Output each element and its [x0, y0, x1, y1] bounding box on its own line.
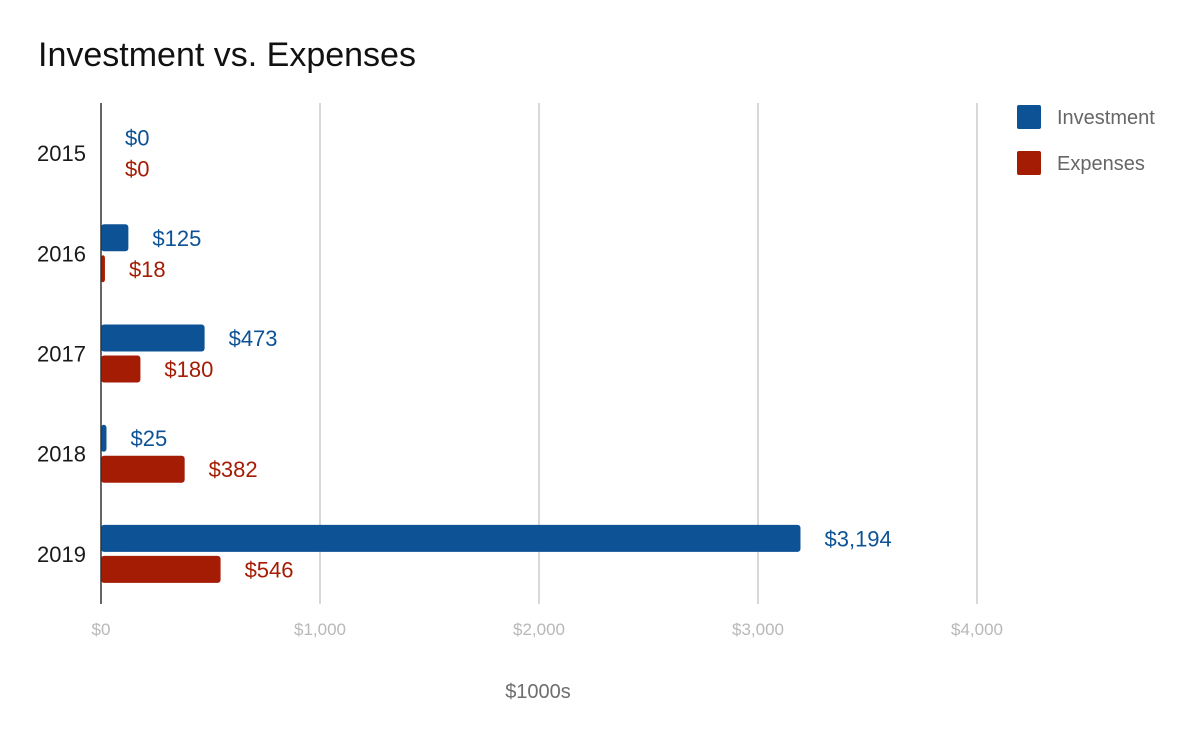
- data-label-expenses: $18: [129, 257, 166, 282]
- data-label-investment: $125: [152, 226, 201, 251]
- data-label-expenses: $180: [164, 357, 213, 382]
- bar-expenses: [101, 355, 141, 383]
- legend-label-investment: Investment: [1057, 107, 1155, 129]
- bar-investment: [101, 424, 107, 452]
- legend-swatch-expenses: [1017, 151, 1041, 175]
- category-label: 2018: [37, 442, 86, 467]
- x-tick-label: $2,000: [513, 620, 565, 639]
- data-label-expenses: $0: [125, 157, 149, 182]
- data-label-investment: $0: [125, 126, 149, 151]
- bar-expenses: [101, 455, 185, 483]
- x-tick-label: $3,000: [732, 620, 784, 639]
- data-label-expenses: $546: [245, 557, 294, 582]
- bar-investment: [101, 324, 205, 352]
- data-label-expenses: $382: [209, 457, 258, 482]
- legend-swatch-investment: [1017, 105, 1041, 129]
- category-label: 2019: [37, 542, 86, 567]
- x-tick-label: $4,000: [951, 620, 1003, 639]
- category-label: 2017: [37, 342, 86, 367]
- data-label-investment: $3,194: [824, 526, 891, 551]
- chart-title: Investment vs. Expenses: [38, 36, 416, 74]
- category-label: 2015: [37, 141, 86, 166]
- legend-label-expenses: Expenses: [1057, 153, 1145, 175]
- category-label: 2016: [37, 241, 86, 266]
- bar-investment: [101, 524, 801, 552]
- data-label-investment: $25: [130, 426, 167, 451]
- x-tick-label: $0: [92, 620, 111, 639]
- x-tick-label: $1,000: [294, 620, 346, 639]
- bar-investment: [101, 224, 129, 252]
- data-label-investment: $473: [229, 326, 278, 351]
- bar-expenses: [101, 555, 221, 583]
- bar-expenses: [101, 255, 105, 283]
- x-axis-title: $1000s: [505, 681, 571, 703]
